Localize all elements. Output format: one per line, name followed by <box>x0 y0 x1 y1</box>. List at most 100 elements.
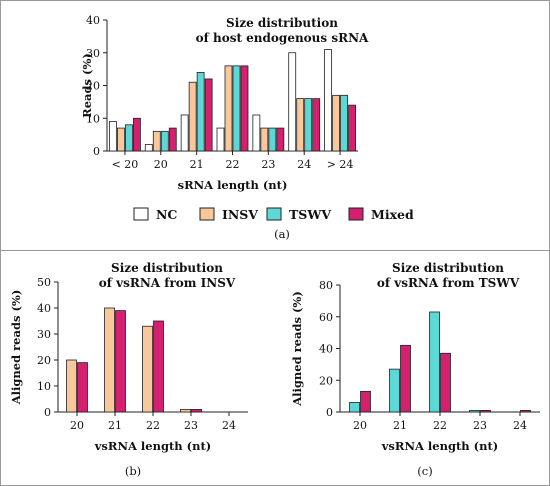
x-tick-label: 24 <box>513 419 527 432</box>
y-tick-label: 20 <box>86 80 100 93</box>
bar-mixed-24 <box>312 98 321 152</box>
bar-insv-22 <box>142 325 153 413</box>
x-axis-label: vsRNA length (nt) <box>94 439 211 453</box>
y-tick-label: 20 <box>37 354 51 367</box>
chart-title-line: Size distribution <box>226 16 338 30</box>
bar-tswv-22 <box>429 311 440 413</box>
y-tick-label: 0 <box>93 145 100 158</box>
x-tick-label: 20 <box>70 419 84 432</box>
bar-mixed-21 <box>204 78 213 152</box>
bar-mixed-23 <box>191 408 202 413</box>
y-axis-label: Reads (%) <box>80 53 94 118</box>
panel-label-b: (b) <box>125 464 141 478</box>
bar-insv-20 <box>66 359 77 413</box>
x-tick-label: 23 <box>261 158 275 171</box>
legend-label-insv: INSV <box>222 207 258 222</box>
x-tick-label: 23 <box>473 419 487 432</box>
bar-mixed-22 <box>440 352 451 413</box>
x-tick-label: 21 <box>190 158 204 171</box>
x-tick-label: 22 <box>433 419 447 432</box>
chart-title-line: of vsRNA from INSV <box>99 276 236 290</box>
x-tick-label: 21 <box>393 419 407 432</box>
y-tick-label: 0 <box>326 406 333 419</box>
bar-nc-20 <box>109 121 117 152</box>
bar-nc-23 <box>252 114 261 152</box>
bar-insv-23 <box>260 127 269 152</box>
bar-tswv-20 <box>349 402 360 413</box>
y-tick-label: 40 <box>86 14 100 27</box>
x-axis-label: sRNA length (nt) <box>178 178 288 192</box>
chart-title-line: Size distribution <box>392 261 504 275</box>
y-tick-label: 60 <box>319 311 333 324</box>
y-axis-label: Aligned reads (%) <box>9 290 23 406</box>
legend-swatch-tswv <box>266 207 282 221</box>
x-axis-label: vsRNA length (nt) <box>381 439 498 453</box>
bar-tswv-21 <box>389 368 400 413</box>
bar-insv-24 <box>332 94 340 152</box>
panel-label-c: (c) <box>417 464 432 478</box>
bar-mixed-22 <box>240 65 249 152</box>
bar-mixed-24 <box>520 410 531 413</box>
x-tick-label: > 24 <box>327 158 354 171</box>
bar-insv-21 <box>188 81 197 152</box>
bar-tswv-23 <box>268 127 277 152</box>
x-tick-label: < 20 <box>112 158 139 171</box>
bar-tswv-21 <box>196 72 205 152</box>
bar-mixed-23 <box>480 410 491 413</box>
x-tick-label: 20 <box>353 419 367 432</box>
bar-mixed-22 <box>153 320 164 413</box>
legend-swatch-insv <box>199 207 215 221</box>
y-axis-label: Aligned reads (%) <box>290 291 304 407</box>
legend-label-tswv: TSWV <box>289 207 331 222</box>
bar-insv-20 <box>152 130 161 152</box>
bar-nc-24 <box>324 49 332 152</box>
legend-swatch-mixed <box>348 207 364 221</box>
chart-title-line: of vsRNA from TSWV <box>377 276 520 290</box>
bar-tswv-20 <box>160 130 169 152</box>
bar-nc-21 <box>180 114 189 152</box>
legend-label-mixed: Mixed <box>371 207 414 222</box>
bar-mixed-20 <box>133 117 141 152</box>
bar-mixed-21 <box>400 344 411 413</box>
bar-mixed-20 <box>77 362 88 413</box>
y-tick-label: 30 <box>37 328 51 341</box>
panel-label-a: (a) <box>274 227 290 241</box>
y-tick-label: 40 <box>319 343 333 356</box>
bar-mixed-21 <box>115 310 126 413</box>
y-tick-label: 80 <box>319 279 333 292</box>
legend: NC INSV TSWV Mixed <box>133 207 414 222</box>
chart-title-line: Size distribution <box>111 261 223 275</box>
bar-mixed-20 <box>360 390 371 413</box>
x-tick-label: 20 <box>154 158 168 171</box>
bar-nc-24 <box>288 52 297 152</box>
legend-label-nc: NC <box>156 207 177 222</box>
x-tick-label: 24 <box>222 419 236 432</box>
bar-insv-21 <box>104 307 115 413</box>
y-tick-label: 30 <box>86 47 100 60</box>
x-tick-label: 21 <box>108 419 122 432</box>
bar-tswv-23 <box>469 410 480 413</box>
bar-tswv-20 <box>125 124 133 152</box>
y-tick-label: 10 <box>86 112 100 125</box>
y-tick-label: 40 <box>37 302 51 315</box>
bar-tswv-24 <box>340 94 348 152</box>
x-tick-label: 22 <box>226 158 240 171</box>
bar-tswv-22 <box>232 65 241 152</box>
chart-title-line: of host endogenous sRNA <box>196 31 369 45</box>
legend-swatch-nc <box>133 207 149 221</box>
bar-insv-22 <box>224 65 233 152</box>
bar-tswv-24 <box>304 98 313 152</box>
y-tick-label: 50 <box>37 276 51 289</box>
bar-mixed-24 <box>348 104 356 152</box>
bar-insv-24 <box>296 98 305 152</box>
bar-mixed-20 <box>168 127 177 152</box>
bar-insv-23 <box>180 408 191 413</box>
bar-insv-20 <box>117 127 125 152</box>
x-tick-label: 22 <box>146 419 160 432</box>
y-tick-label: 0 <box>44 406 51 419</box>
bar-mixed-23 <box>276 127 285 152</box>
